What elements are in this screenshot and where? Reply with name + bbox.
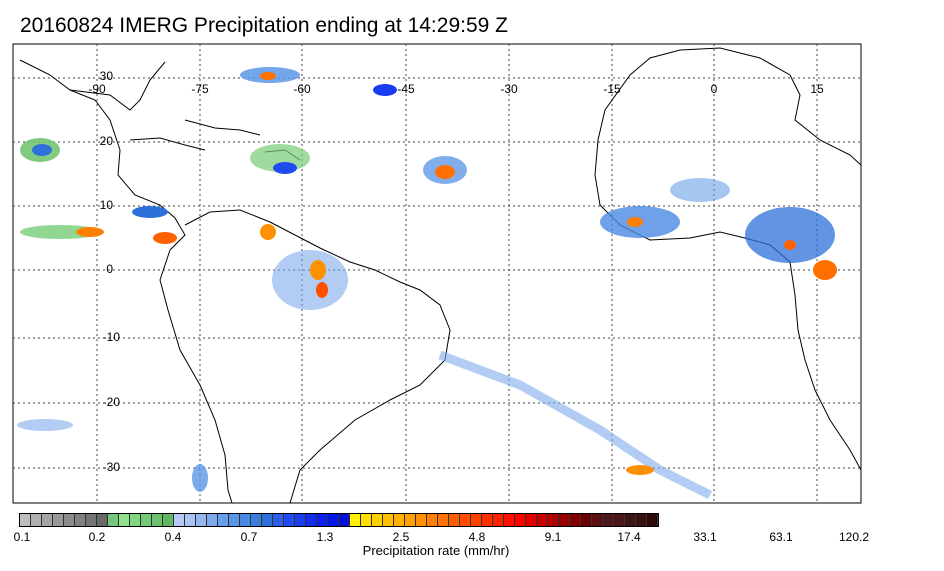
colorbar-cell bbox=[548, 514, 559, 526]
colorbar-cell bbox=[152, 514, 163, 526]
colorbar-cell bbox=[383, 514, 394, 526]
colorbar-cell bbox=[559, 514, 570, 526]
colorbar-tick: 4.8 bbox=[468, 530, 486, 544]
lat-label: 20 bbox=[100, 134, 114, 148]
colorbar-cell bbox=[262, 514, 273, 526]
colorbar-cell bbox=[75, 514, 86, 526]
colorbar-cell bbox=[229, 514, 240, 526]
colorbar-cell bbox=[482, 514, 493, 526]
colorbar-tick: 120.2 bbox=[838, 530, 870, 544]
lon-label: -15 bbox=[603, 82, 621, 96]
lon-label: -75 bbox=[191, 82, 209, 96]
colorbar-cell bbox=[273, 514, 284, 526]
colorbar-cell bbox=[119, 514, 130, 526]
colorbar-cell bbox=[53, 514, 64, 526]
lon-label: 0 bbox=[711, 82, 718, 96]
colorbar-cell bbox=[427, 514, 438, 526]
lat-label: -30 bbox=[103, 460, 121, 474]
colorbar-cell bbox=[97, 514, 108, 526]
colorbar-cell bbox=[471, 514, 482, 526]
colorbar-cell bbox=[328, 514, 339, 526]
colorbar-cell bbox=[581, 514, 592, 526]
colorbar-tick: 0.4 bbox=[164, 530, 182, 544]
colorbar-cell bbox=[493, 514, 504, 526]
longitude-labels: -90 -75 -60 -45 -30 -15 0 15 bbox=[88, 82, 824, 96]
colorbar-cell bbox=[647, 514, 658, 526]
coast-cuba bbox=[129, 137, 206, 151]
colorbar-cell bbox=[207, 514, 218, 526]
colorbar-cell bbox=[515, 514, 526, 526]
precipitation-cells bbox=[17, 67, 837, 500]
colorbar-cell bbox=[306, 514, 317, 526]
colorbar-cell bbox=[361, 514, 372, 526]
colorbar-cell bbox=[603, 514, 614, 526]
colorbar-cell bbox=[614, 514, 625, 526]
colorbar-cell bbox=[405, 514, 416, 526]
colorbar-cell bbox=[570, 514, 581, 526]
colorbar-cell bbox=[592, 514, 603, 526]
colorbar-cell bbox=[394, 514, 405, 526]
latitude-labels: 30 20 10 0 -10 -20 -30 bbox=[100, 69, 121, 474]
graticule bbox=[13, 44, 861, 503]
colorbar-cell bbox=[317, 514, 328, 526]
lon-label: 15 bbox=[810, 82, 824, 96]
colorbar-cell bbox=[20, 514, 31, 526]
colorbar-cell bbox=[163, 514, 174, 526]
colorbar-cell bbox=[449, 514, 460, 526]
colorbar-cell bbox=[240, 514, 251, 526]
colorbar-tick: 17.4 bbox=[617, 530, 641, 544]
colorbar-cell bbox=[504, 514, 515, 526]
colorbar-cell bbox=[218, 514, 229, 526]
map-title: 20160824 IMERG Precipitation ending at 1… bbox=[20, 14, 508, 37]
lon-label: -30 bbox=[500, 82, 518, 96]
colorbar-cell bbox=[284, 514, 295, 526]
colorbar-cell bbox=[86, 514, 97, 526]
lon-label: -45 bbox=[397, 82, 415, 96]
colorbar-cell bbox=[64, 514, 75, 526]
colorbar-tick: 2.5 bbox=[392, 530, 410, 544]
colorbar-cell bbox=[372, 514, 383, 526]
lat-label: 0 bbox=[106, 262, 113, 276]
colorbar-cell bbox=[108, 514, 119, 526]
colorbar-cell bbox=[625, 514, 636, 526]
colorbar-label: Precipitation rate (mm/hr) bbox=[362, 543, 510, 558]
coast-south-america bbox=[159, 209, 451, 504]
colorbar-cell bbox=[416, 514, 427, 526]
colorbar-tick: 0.7 bbox=[240, 530, 258, 544]
coastlines bbox=[19, 47, 862, 504]
coast-florida-gulf bbox=[69, 61, 166, 111]
colorbar-tick: 0.2 bbox=[88, 530, 106, 544]
colorbar-cell bbox=[141, 514, 152, 526]
lon-label: -60 bbox=[293, 82, 311, 96]
colorbar-cell bbox=[438, 514, 449, 526]
map-frame bbox=[12, 43, 862, 504]
lon-label: -90 bbox=[88, 82, 106, 96]
colorbar-cell bbox=[636, 514, 647, 526]
colorbar-cell bbox=[174, 514, 185, 526]
colorbar-cell bbox=[185, 514, 196, 526]
lat-label: -10 bbox=[103, 330, 121, 344]
colorbar bbox=[19, 513, 659, 527]
colorbar-cell bbox=[339, 514, 350, 526]
colorbar-tick: 63.1 bbox=[769, 530, 793, 544]
lat-label: -20 bbox=[103, 395, 121, 409]
colorbar-cell bbox=[130, 514, 141, 526]
colorbar-cell bbox=[537, 514, 548, 526]
colorbar-cell bbox=[31, 514, 42, 526]
colorbar-cell bbox=[460, 514, 471, 526]
colorbar-tick: 33.1 bbox=[693, 530, 717, 544]
colorbar-cell bbox=[526, 514, 537, 526]
coast-north-america bbox=[19, 59, 186, 251]
colorbar-cell bbox=[42, 514, 53, 526]
lat-label: 10 bbox=[100, 198, 114, 212]
colorbar-tick: 9.1 bbox=[544, 530, 562, 544]
colorbar-tick: 1.3 bbox=[316, 530, 334, 544]
colorbar-cell bbox=[251, 514, 262, 526]
lat-label: 30 bbox=[100, 69, 114, 83]
colorbar-cell bbox=[350, 514, 361, 526]
colorbar-cell bbox=[196, 514, 207, 526]
colorbar-tick: 0.1 bbox=[13, 530, 31, 544]
colorbar-cell bbox=[295, 514, 306, 526]
